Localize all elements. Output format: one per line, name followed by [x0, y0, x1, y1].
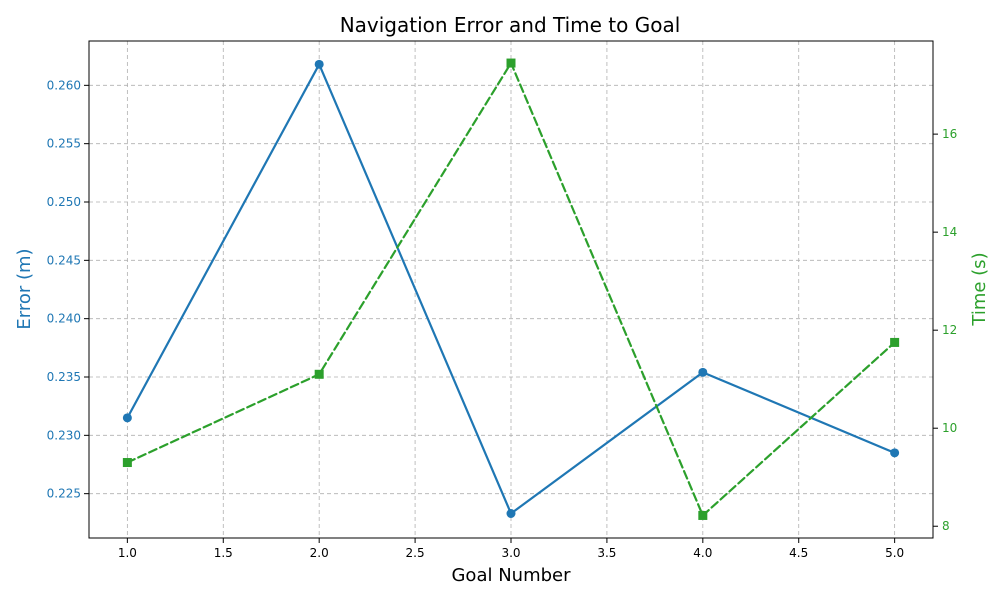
- right-series-point: [506, 58, 516, 68]
- left-y-tick-label: 0.260: [47, 78, 81, 92]
- right-series-point: [122, 458, 132, 468]
- right-y-tick-label: 16: [942, 127, 957, 141]
- left-y-tick-label: 0.235: [47, 370, 81, 384]
- left-series-point: [698, 367, 708, 377]
- left-series-point: [506, 509, 516, 518]
- left-y-tick-label: 0.240: [47, 312, 81, 326]
- x-tick-label: 1.5: [214, 546, 233, 560]
- right-y-tick-label: 14: [942, 225, 957, 239]
- chart-title: Navigation Error and Time to Goal: [340, 13, 681, 37]
- left-y-tick-label: 0.245: [47, 253, 81, 267]
- right-series-point: [698, 510, 708, 520]
- left-series-point: [122, 413, 132, 423]
- x-tick-label: 3.0: [501, 546, 520, 560]
- right-y-axis-ticks: 8 10 12 14 16: [933, 127, 957, 533]
- series-layer: [122, 58, 900, 520]
- x-tick-label: 1.0: [118, 546, 137, 560]
- x-tick-label: 4.5: [789, 546, 808, 560]
- right-y-tick-label: 10: [942, 421, 957, 435]
- left-y-tick-label: 0.255: [47, 137, 81, 151]
- left-series-point: [314, 59, 324, 69]
- x-tick-label: 2.5: [406, 546, 425, 560]
- x-tick-label: 2.0: [310, 546, 329, 560]
- right-series-point: [314, 369, 324, 379]
- x-axis-ticks: 1.0 1.5 2.0 2.5 3.0 3.5 4.0 4.5 5.0: [118, 538, 904, 560]
- right-series-point: [890, 337, 900, 347]
- right-y-tick-label: 8: [942, 519, 950, 533]
- left-y-axis-label: Error (m): [14, 248, 35, 329]
- left-y-tick-label: 0.230: [47, 428, 81, 442]
- right-y-axis-label: Time (s): [969, 252, 990, 326]
- x-tick-label: 4.0: [693, 546, 712, 560]
- x-tick-label: 3.5: [597, 546, 616, 560]
- x-tick-label: 5.0: [885, 546, 904, 560]
- left-y-tick-label: 0.225: [47, 487, 81, 501]
- right-y-tick-label: 12: [942, 323, 957, 337]
- grid: [89, 41, 933, 538]
- left-series-point: [890, 448, 900, 458]
- left-y-axis-ticks: 0.225 0.230 0.235 0.240 0.245 0.250 0.255 0.260: [47, 78, 89, 501]
- left-y-tick-label: 0.250: [47, 195, 81, 209]
- x-axis-label: Goal Number: [451, 565, 571, 586]
